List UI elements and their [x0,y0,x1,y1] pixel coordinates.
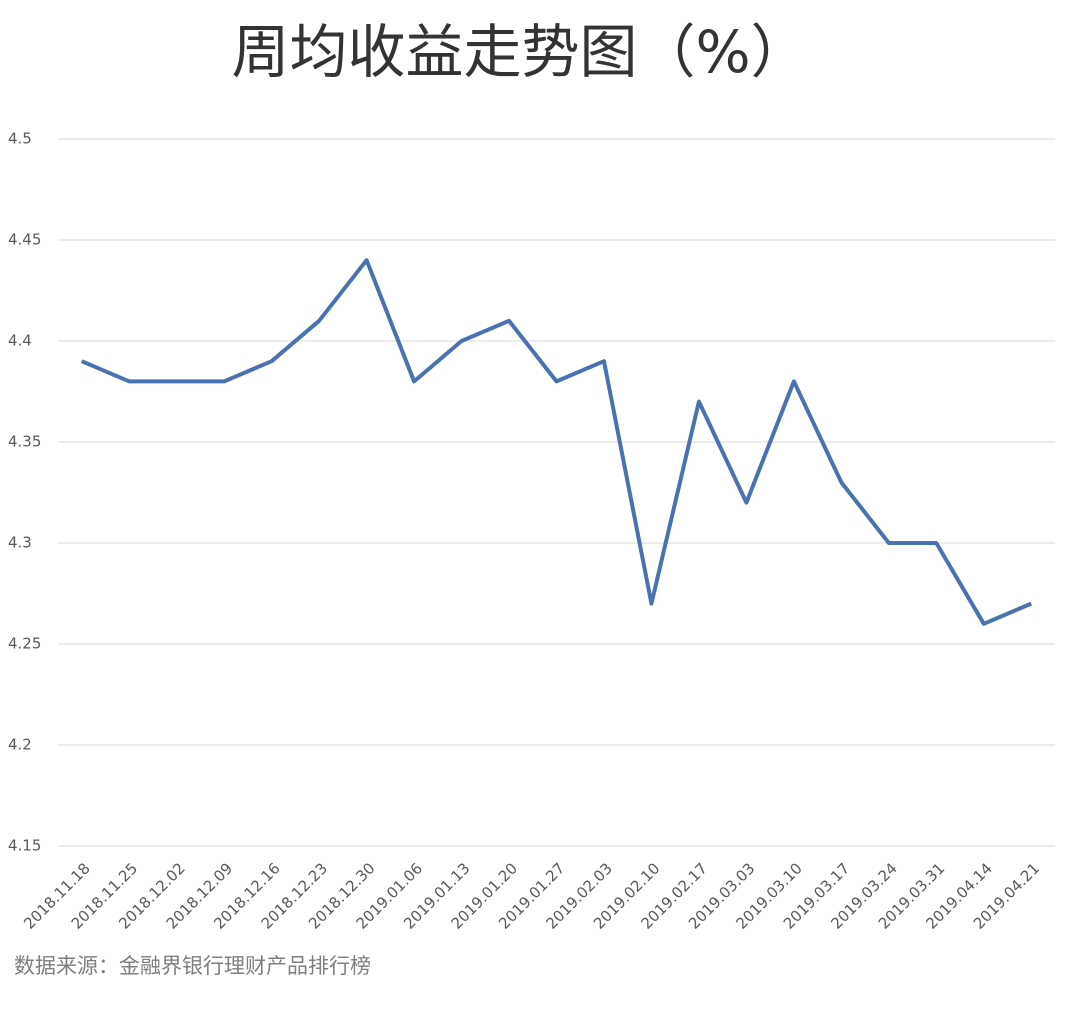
y-tick-label: 4.45 [8,231,41,249]
y-tick-label: 4.35 [8,433,41,451]
y-tick-label: 4.3 [8,534,32,552]
y-tick-label: 4.4 [8,332,32,350]
source-note: 数据来源：金融界银行理财产品排行榜 [14,954,371,978]
chart-title: 周均收益走势图（%） [231,18,808,86]
y-tick-label: 4.15 [8,837,41,855]
y-tick-label: 4.25 [8,635,41,653]
y-tick-label: 4.5 [8,130,32,148]
y-tick-label: 4.2 [8,736,32,754]
data-line [80,258,1033,626]
